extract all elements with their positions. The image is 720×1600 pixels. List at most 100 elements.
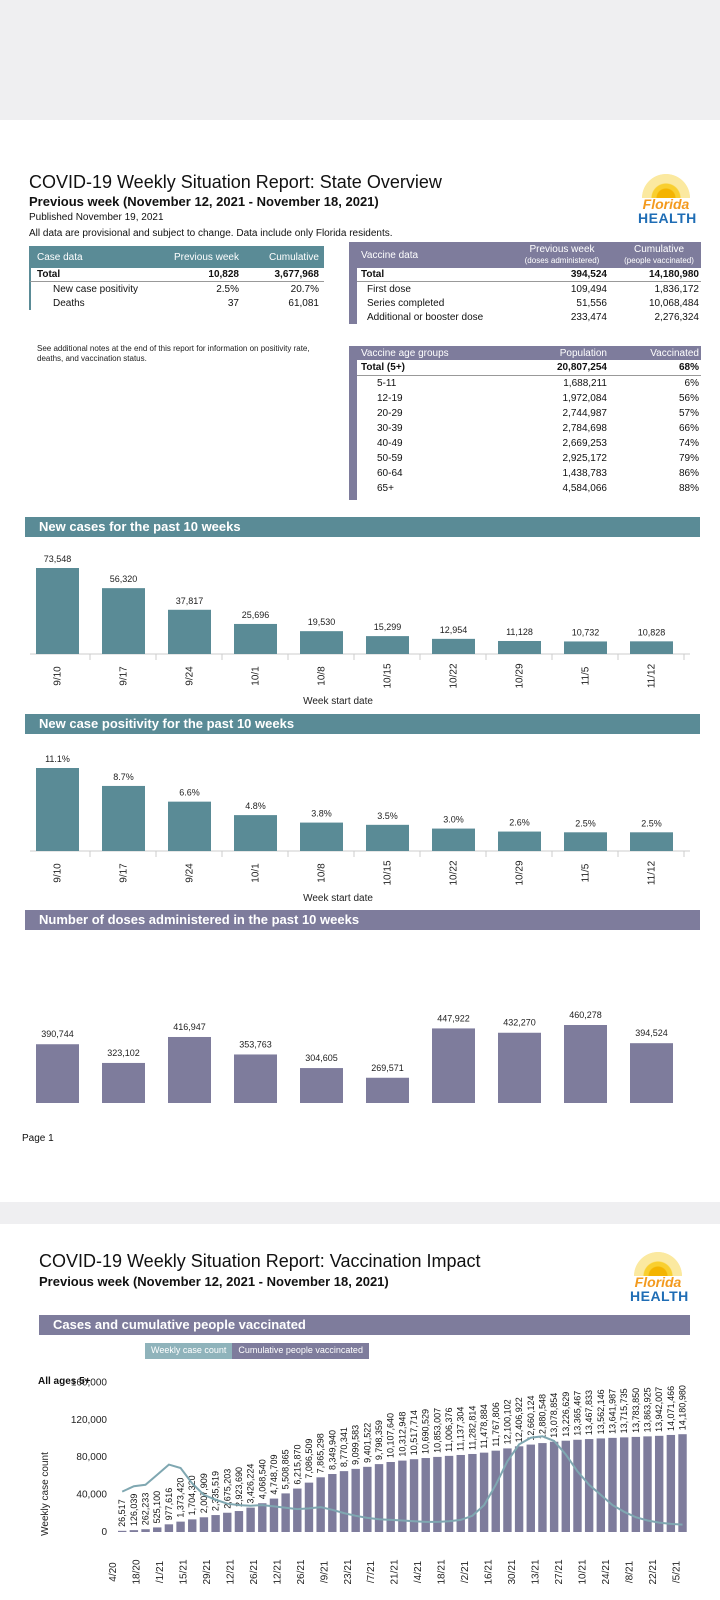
bar-value-label: 6,215,870 [292,1445,302,1485]
bar-value-label: 15,299 [374,622,402,632]
bar-value-label: 13,467,833 [584,1390,594,1435]
doses-chart: 390,7449/10323,1029/17416,9479/24353,763… [36,1010,673,1103]
x-tick-label: 10/29 [515,663,526,688]
published-date: Published November 19, 2021 [29,212,164,223]
bar [366,824,409,851]
bar [168,609,211,654]
bar [351,1468,360,1532]
bar-value-label: 7,086,509 [304,1439,314,1479]
bar-value-label: 432,270 [503,1018,536,1028]
bar-value-label: 9,401,522 [362,1423,372,1463]
bar [246,1507,255,1532]
bar [564,1025,607,1103]
x-tick-label: 18/20 [131,1559,142,1584]
table-row: Series completed 51,556 10,068,484 [367,297,699,309]
bar [168,1036,211,1103]
table-header: Vaccine age groups Population Vaccinated [357,346,701,360]
bar [328,1474,337,1532]
table-row: Deaths 37 61,081 [29,296,324,310]
bar [498,831,541,851]
y-tick-label: 40,000 [76,1490,107,1501]
bar [363,1466,372,1532]
bar-value-label: 3.8% [311,809,332,819]
bar-value-label: 13,715,735 [619,1388,629,1433]
bar [316,1477,325,1532]
bar [433,1456,442,1532]
bar [608,1437,617,1532]
bar [366,636,409,654]
bar [456,1454,465,1532]
bar [678,1434,687,1532]
bar-value-label: 73,548 [44,554,72,564]
bar [666,1434,676,1532]
bar [102,785,145,851]
bar [479,1452,489,1532]
y-tick-label: 160,000 [71,1377,108,1388]
notes-text: See additional notes at the end of this … [37,344,310,363]
x-axis-title: Week start date [303,696,373,707]
bar-value-label: 353,763 [239,1039,272,1049]
age-rows: Total (5+) 20,807,254 68% 5-11 1,688,211 6% 12… [357,360,701,496]
bar-value-label: 525,100 [152,1491,162,1524]
bar-value-label: 13,942,007 [654,1387,664,1432]
bar-value-label: 447,922 [437,1013,470,1023]
table-row: 30-39 2,784,698 66% [377,423,699,434]
bar [503,1448,512,1532]
bar-value-label: 460,278 [569,1010,602,1020]
bar-value-label: 126,039 [129,1494,139,1527]
bar-value-label: 13,226,629 [561,1392,571,1437]
bar-value-label: 2,007,909 [199,1473,209,1513]
bar-value-label: 12,660,124 [526,1396,536,1441]
bar [188,1519,197,1532]
bar-value-label: 4,068,540 [257,1459,267,1499]
bar [374,1464,384,1532]
bar [514,1446,524,1532]
bar [234,815,277,851]
table-row: 50-59 2,925,172 79% [377,453,699,464]
bar [386,1462,395,1532]
x-tick-label: 18/21 [437,1559,448,1584]
bar [258,1503,267,1532]
x-tick-label: 9/24 [185,863,196,883]
bar-value-label: 4.8% [245,801,266,811]
table-row: 5-11 1,688,211 6% [377,378,699,389]
y-tick-label: 0 [101,1527,107,1538]
bar-value-label: 269,571 [371,1063,404,1073]
bar-value-label: 12,406,922 [514,1397,524,1442]
x-tick-label: 11/5 [581,666,592,685]
bar [654,1435,664,1532]
x-tick-label: 9/17 [119,666,130,686]
bar-value-label: 10,312,948 [397,1412,407,1457]
bar-value-label: 2.5% [641,818,662,828]
x-tick-label: 11/12 [647,663,658,688]
x-tick-label: 21/21 [390,1559,401,1584]
table-row: 60-64 1,438,783 86% [377,468,699,479]
x-tick-label: /5/21 [671,1560,682,1583]
x-tick-label: 10/22 [449,860,460,885]
bar-value-label: 3,426,224 [246,1464,256,1504]
bar-value-label: 10,107,640 [386,1413,396,1458]
legend-weekly-cases: Weekly case count [145,1343,233,1359]
bar [561,1440,570,1532]
bar-value-label: 9,798,359 [374,1420,384,1460]
bar [281,1493,290,1532]
bar [36,1044,79,1103]
x-tick-label: 10/8 [317,863,328,883]
disclaimer: All data are provisional and subject to … [29,228,393,239]
table-row: 65+ 4,584,066 88% [377,483,699,494]
page-subtitle: Previous week (November 12, 2021 - Novem… [29,194,379,209]
bar [153,1527,162,1532]
bar-value-label: 7,865,298 [316,1433,326,1473]
x-tick-label: 13/21 [531,1559,542,1584]
x-tick-label: 12/21 [272,1559,283,1584]
bar-value-label: 10,517,714 [409,1410,419,1455]
x-tick-label: 27/21 [554,1559,565,1584]
case-data-table: Case data Previous week Cumulative Total… [29,246,324,310]
x-tick-label: 10/21 [578,1559,589,1584]
bar [630,641,673,654]
x-tick-label: 12/21 [225,1559,236,1584]
viewer-background-top [0,0,720,120]
x-tick-label: 26/21 [296,1559,307,1584]
bar [564,832,607,851]
bar [564,641,607,654]
